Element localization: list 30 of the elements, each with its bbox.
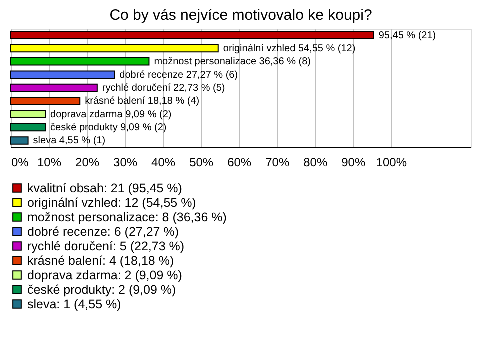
legend-label: krásné balení: 4 (18,18 %) xyxy=(28,254,174,268)
data-label: originální vzhled 54,55 % (12) xyxy=(223,43,356,54)
legend-label: sleva: 1 (4,55 %) xyxy=(28,297,122,312)
x-tick-label: 50% xyxy=(190,156,214,170)
data-label: doprava zdarma 9,09 % (2) xyxy=(50,109,172,120)
x-tick-label: 10% xyxy=(38,156,62,170)
legend-label: české produkty: 2 (9,09 %) xyxy=(28,282,176,297)
x-tick-label: 30% xyxy=(114,156,138,170)
data-label: české produkty 9,09 % (2) xyxy=(50,122,167,134)
data-label: dobré recenze 27,27 % (6) xyxy=(120,70,238,81)
x-tick-label: 100% xyxy=(376,156,408,170)
legend-label: originální vzhled: 12 (54,55 %) xyxy=(28,196,196,210)
data-label: sleva 4,55 % (1) xyxy=(33,136,106,147)
legend-label: dobré recenze: 6 (27,27 %) xyxy=(28,224,179,239)
x-tick-label: 60% xyxy=(228,156,252,170)
x-tick-label: 80% xyxy=(304,156,328,170)
legend-label: kvalitní obsah: 21 (95,45 %) xyxy=(28,181,182,196)
x-tick-label: 0% xyxy=(12,156,30,170)
chart-title: Co by vás nejvíce motivovalo ke koupi? xyxy=(110,7,372,24)
x-tick-label: 20% xyxy=(76,156,100,170)
data-label: možnost personalizace 36,36 % (8) xyxy=(154,56,311,68)
legend-label: možnost personalizace: 8 (36,36 %) xyxy=(28,210,227,224)
legend-label: doprava zdarma: 2 (9,09 %) xyxy=(28,268,182,282)
data-label: krásné balení 18,18 % (4) xyxy=(85,96,200,108)
legend-label: rychlé doručení: 5 (22,73 %) xyxy=(28,239,185,254)
x-tick-label: 40% xyxy=(152,156,176,170)
x-tick-label: 70% xyxy=(266,156,290,170)
x-tick-label: 90% xyxy=(342,156,366,170)
data-label: rychlé doručení 22,73 % (5) xyxy=(102,83,226,94)
data-label: 95,45 % (21) xyxy=(378,30,436,42)
